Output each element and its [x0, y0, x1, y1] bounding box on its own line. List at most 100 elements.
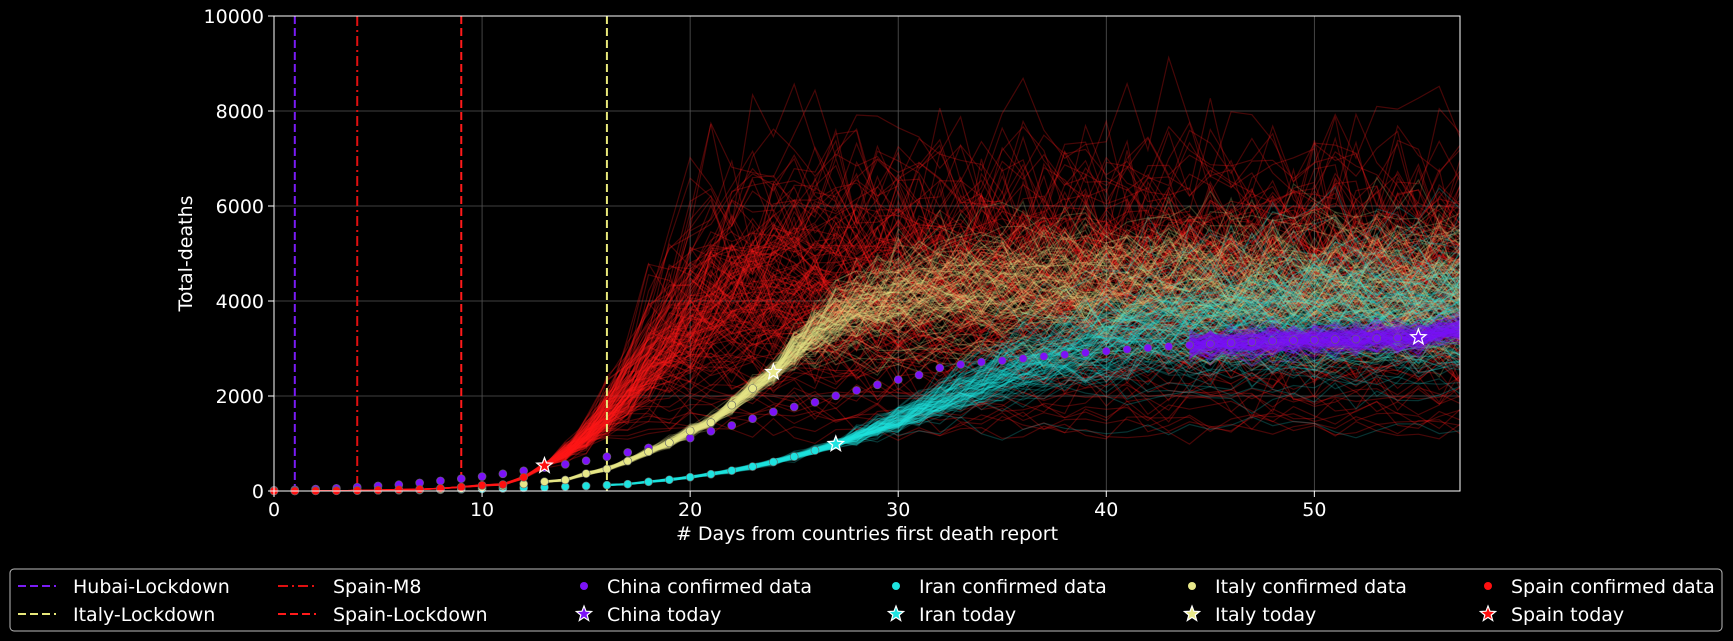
- data-point: [415, 485, 424, 494]
- legend-star-swatch: [1478, 604, 1498, 622]
- data-point: [581, 456, 591, 466]
- simulation-line: [544, 231, 1461, 483]
- simulation-line: [1189, 323, 1461, 353]
- y-tick-label: 10000: [204, 6, 264, 28]
- simulation-line: [544, 195, 1461, 483]
- today-markers: [535, 327, 1428, 474]
- simulation-line: [544, 236, 1461, 483]
- simulation-line: [544, 289, 1461, 483]
- simulation-line: [544, 229, 1461, 483]
- data-point: [665, 438, 674, 448]
- legend-label: Italy confirmed data: [1215, 576, 1407, 598]
- simulation-line: [1189, 310, 1461, 352]
- simulation-line: [544, 332, 1461, 482]
- simulation-line: [544, 244, 1461, 482]
- simulation-line: [544, 257, 1461, 483]
- simulation-line: [544, 233, 1461, 483]
- simulation-line: [544, 236, 1461, 484]
- simulation-line: [606, 351, 1461, 486]
- data-point: [1018, 354, 1028, 363]
- data-point: [602, 452, 612, 462]
- simulation-line: [544, 281, 1461, 483]
- simulation-line: [544, 294, 1461, 484]
- lockdown-lines: [293, 16, 608, 491]
- simulation-line: [544, 256, 1461, 483]
- simulation-line: [544, 300, 1461, 484]
- simulation-line: [544, 266, 1461, 483]
- data-point: [748, 414, 757, 423]
- simulation-line: [1189, 321, 1461, 359]
- simulation-line: [544, 285, 1461, 483]
- data-point: [727, 421, 737, 430]
- simulation-line: [544, 253, 1461, 482]
- data-point: [456, 482, 466, 492]
- legend-label: Hubai-Lockdown: [73, 576, 230, 598]
- simulation-line: [1189, 323, 1461, 357]
- legend: Hubai-Lockdown Italy-Lockdown Spain-M8 Spai…: [9, 568, 1723, 632]
- simulation-line: [544, 223, 1461, 483]
- simulation-line: [544, 223, 1461, 482]
- data-point: [956, 360, 965, 369]
- simulation-line: [544, 236, 1461, 483]
- data-point: [436, 484, 445, 493]
- legend-point-swatch: [892, 582, 900, 590]
- data-point: [623, 479, 633, 489]
- data-point: [789, 402, 799, 412]
- simulation-line: [544, 264, 1461, 483]
- simulation-line: [544, 222, 1461, 482]
- simulation-line: [606, 284, 1461, 486]
- simulation-line: [544, 196, 1461, 483]
- simulation-line: [1189, 326, 1461, 358]
- data-point: [1310, 335, 1319, 345]
- simulation-line: [1189, 321, 1461, 358]
- data-point: [1351, 334, 1361, 344]
- simulation-line: [544, 258, 1461, 483]
- today-star: [764, 362, 783, 381]
- simulation-line: [544, 324, 1461, 483]
- simulation-line: [606, 312, 1461, 486]
- simulation-line: [544, 269, 1461, 483]
- simulation-line: [544, 206, 1461, 483]
- simulation-line: [1189, 324, 1461, 353]
- data-point: [602, 464, 612, 474]
- simulation-line: [544, 282, 1461, 483]
- data-point: [873, 380, 882, 390]
- simulation-line: [1189, 327, 1461, 359]
- data-point: [560, 460, 570, 469]
- data-point: [997, 356, 1007, 365]
- simulation-line: [1189, 326, 1461, 351]
- simulation-line: [1189, 327, 1461, 359]
- y-tick-label: 0: [252, 481, 264, 503]
- simulation-line: [544, 217, 1461, 483]
- simulation-line: [544, 275, 1461, 483]
- data-point: [977, 357, 986, 367]
- simulation-line: [544, 214, 1461, 484]
- simulation-line: [1189, 321, 1461, 353]
- x-tick-label: 30: [886, 499, 910, 521]
- legend-label: Spain confirmed data: [1511, 576, 1715, 598]
- simulation-line: [544, 257, 1461, 483]
- legend-box: [9, 568, 1723, 632]
- data-point: [685, 472, 695, 482]
- simulation-line: [1189, 328, 1461, 353]
- simulation-line: [1189, 312, 1461, 354]
- simulation-line: [1189, 329, 1461, 352]
- simulation-line: [1189, 326, 1461, 355]
- simulation-line: [544, 232, 1461, 482]
- simulation-line: [544, 215, 1461, 482]
- data-point: [893, 375, 903, 384]
- simulation-line: [544, 219, 1461, 483]
- legend-label: Spain-Lockdown: [333, 604, 488, 626]
- simulation-line: [544, 240, 1461, 482]
- simulation-line: [544, 285, 1461, 482]
- data-point: [1185, 340, 1194, 350]
- legend-label: China confirmed data: [607, 576, 812, 598]
- legend-label: Iran confirmed data: [919, 576, 1107, 598]
- simulation-line: [544, 284, 1461, 482]
- simulation-line: [1189, 326, 1461, 365]
- today-star: [826, 434, 846, 452]
- simulation-line: [606, 283, 1461, 486]
- data-point: [498, 480, 508, 489]
- data-point: [1226, 338, 1236, 348]
- data-point: [810, 397, 820, 407]
